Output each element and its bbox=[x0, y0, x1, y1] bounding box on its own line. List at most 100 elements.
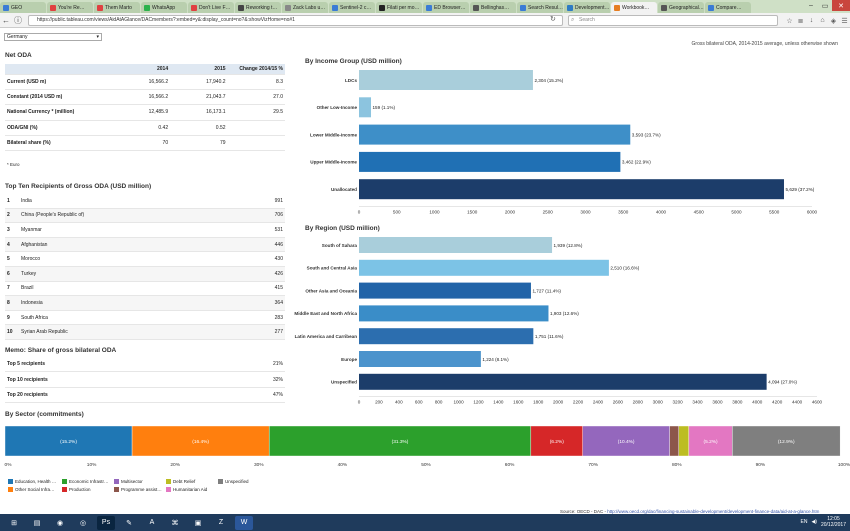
data-label: 3,462 (22.9%) bbox=[622, 160, 651, 165]
table-cell: 29.5 bbox=[227, 104, 285, 121]
sector-bar bbox=[530, 425, 583, 457]
tab-favicon-icon bbox=[238, 4, 244, 11]
data-label: 1,751 (11.6%) bbox=[535, 334, 564, 339]
shield-icon[interactable]: ◈ bbox=[830, 17, 837, 25]
table-row: Bilateral share (%) 70 79 bbox=[5, 135, 285, 152]
browser-tab[interactable]: Filati per mo… bbox=[376, 2, 422, 13]
recipient-rank: 3 bbox=[7, 226, 10, 233]
tick-label: 2800 bbox=[633, 400, 644, 405]
memo-name: Top 10 recipients bbox=[7, 376, 48, 383]
legend-item: Multisector bbox=[114, 479, 143, 484]
tick-label: 30% bbox=[254, 462, 264, 468]
minimize-icon[interactable]: – bbox=[809, 2, 813, 9]
recipient-name: South Africa bbox=[21, 314, 48, 321]
browser-tab[interactable]: Workbook… bbox=[611, 2, 657, 13]
info-icon[interactable]: ⓘ bbox=[14, 15, 22, 25]
category-label: Unspecified bbox=[331, 380, 357, 385]
browser-tab[interactable]: Bellinghas… bbox=[470, 2, 516, 13]
browser-tab[interactable]: Development… bbox=[564, 2, 610, 13]
browser-tab[interactable]: ED Browser… bbox=[423, 2, 469, 13]
download-icon[interactable]: ↓ bbox=[809, 17, 814, 24]
legend-label: Debt Relief bbox=[173, 479, 196, 484]
table-header bbox=[5, 64, 113, 75]
search-input[interactable]: ⌕ Search bbox=[568, 15, 778, 26]
recipient-name: Syrian Arab Republic bbox=[21, 329, 68, 336]
app-store-icon[interactable]: A bbox=[149, 519, 155, 526]
bar bbox=[359, 259, 609, 276]
recipient-rank: 1 bbox=[7, 197, 10, 204]
browser-tab[interactable]: Zack Labs u… bbox=[282, 2, 328, 13]
sector-bar bbox=[131, 425, 270, 457]
recipient-name: India bbox=[21, 197, 32, 204]
reading-list-icon[interactable]: ≣ bbox=[797, 17, 804, 25]
table-cell bbox=[227, 120, 285, 137]
charts-canvas: By Income Group (USD million) LDCs 2,304 (… bbox=[5, 58, 850, 468]
bar bbox=[359, 373, 767, 390]
tab-label: Filati per mo… bbox=[387, 4, 420, 11]
browser-tab[interactable]: Search Resul… bbox=[517, 2, 563, 13]
tab-favicon-icon bbox=[614, 4, 620, 11]
search-icon: ⌕ bbox=[571, 17, 575, 23]
tick-label: 10% bbox=[87, 462, 97, 468]
paint-icon[interactable]: ✎ bbox=[126, 519, 132, 527]
tick-label: 0 bbox=[358, 210, 361, 215]
tab-favicon-icon bbox=[520, 4, 526, 11]
sector-bar bbox=[582, 425, 670, 457]
tab-label: Geographical… bbox=[669, 4, 704, 11]
network-icon[interactable]: ⌘ bbox=[171, 519, 179, 527]
home-icon[interactable]: ⌂ bbox=[820, 17, 825, 24]
chrome-icon[interactable]: ◎ bbox=[79, 519, 87, 527]
browser-tab[interactable]: Compare… bbox=[705, 2, 751, 13]
browser-tab[interactable]: You're Re… bbox=[47, 2, 93, 13]
tick-label: 70% bbox=[588, 462, 598, 468]
recipient-rank: 2 bbox=[7, 212, 10, 219]
tick-label: 100% bbox=[838, 462, 850, 468]
word-icon[interactable]: W bbox=[235, 515, 253, 530]
recipient-value: 991 bbox=[274, 197, 283, 204]
explorer-icon[interactable]: ▤ bbox=[33, 519, 41, 527]
tick-label: 500 bbox=[393, 210, 401, 215]
category-label: Other Asia and Oceania bbox=[305, 288, 357, 293]
tab-favicon-icon bbox=[661, 4, 667, 11]
tab-favicon-icon bbox=[191, 4, 197, 11]
browser-tab[interactable]: GEO bbox=[0, 2, 46, 13]
browser-tab[interactable]: Don't Live F… bbox=[188, 2, 234, 13]
menu-icon[interactable]: ☰ bbox=[841, 17, 848, 25]
language-indicator[interactable]: EN bbox=[800, 519, 808, 525]
browser-tab[interactable]: WhatsApp bbox=[141, 2, 187, 13]
volume-icon[interactable]: ◀) bbox=[811, 519, 817, 525]
tick-label: 3200 bbox=[672, 400, 683, 405]
clock[interactable]: 12:05 20/12/2017 bbox=[821, 516, 846, 528]
table-cell: 17,940.2 bbox=[170, 74, 228, 90]
sector-bar bbox=[688, 425, 733, 457]
firefox-icon[interactable]: ◉ bbox=[56, 519, 64, 527]
star-icon[interactable]: ☆ bbox=[786, 17, 793, 25]
list-item: 6 Turkey 426 bbox=[5, 267, 285, 282]
tab-favicon-icon bbox=[144, 4, 150, 11]
row-label: Current (USD m) bbox=[5, 74, 113, 90]
start-icon[interactable]: ⊞ bbox=[11, 519, 17, 527]
photoshop-icon[interactable]: Ps bbox=[97, 515, 115, 530]
memo-value: 32% bbox=[272, 376, 283, 383]
country-select[interactable]: Germany ▾ bbox=[4, 33, 102, 41]
tick-label: 4000 bbox=[752, 400, 763, 405]
maximize-icon[interactable]: ▭ bbox=[821, 2, 829, 10]
legend-item: Humanitarian Aid bbox=[166, 487, 207, 492]
browser-tab[interactable]: Sentinel-2 c… bbox=[329, 2, 375, 13]
browser-tab[interactable]: Geographical… bbox=[658, 2, 704, 13]
data-label: (16.4%) bbox=[192, 439, 209, 445]
back-icon[interactable]: ← bbox=[2, 15, 10, 25]
row-label: National Currency * (million) bbox=[5, 104, 113, 121]
tick-label: 1600 bbox=[513, 400, 524, 405]
close-icon[interactable]: ✕ bbox=[832, 0, 850, 11]
legend-label: Unspecified bbox=[225, 479, 249, 484]
address-bar[interactable]: https://public.tableau.com/views/AidAtAG… bbox=[28, 15, 563, 26]
filezilla-icon[interactable]: Z bbox=[218, 519, 224, 526]
tick-label: 800 bbox=[435, 400, 443, 405]
browser-tab[interactable]: Reworking t… bbox=[235, 2, 281, 13]
reload-icon[interactable]: ↻ bbox=[550, 16, 556, 23]
source-link[interactable]: http://www.oecd.org/dac/financing-sustai… bbox=[607, 509, 820, 514]
terminal-icon[interactable]: ▣ bbox=[194, 519, 202, 527]
browser-tab[interactable]: Them Marto bbox=[94, 2, 140, 13]
tab-favicon-icon bbox=[3, 4, 9, 11]
